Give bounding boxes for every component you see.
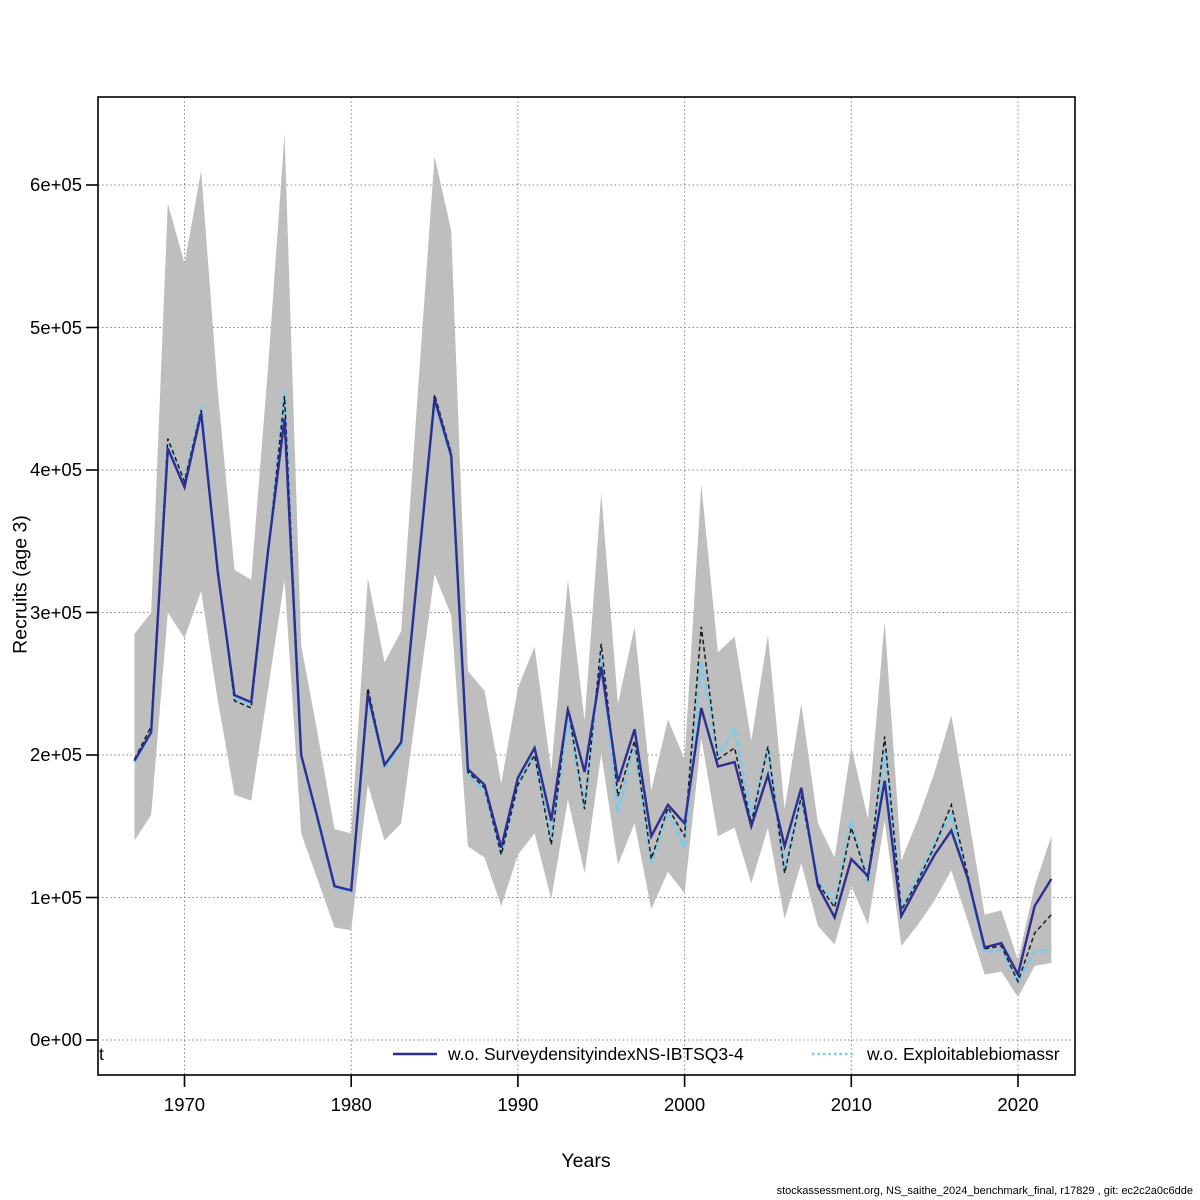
x-tick-label: 2010 (830, 1094, 872, 1115)
legend-entry-wo-surveydensityindex-label: w.o. SurveydensityindexNS-IBTSQ3-4 (448, 1044, 744, 1064)
y-tick-label: 1e+05 (30, 886, 82, 908)
y-tick-label: 4e+05 (30, 459, 82, 480)
y-tick-label: 6e+05 (30, 174, 82, 195)
y-tick-label: 0e+00 (30, 1029, 82, 1050)
legend-entry-clipped-label: t (99, 1044, 104, 1064)
x-axis-title: Years (561, 1150, 611, 1172)
series-line-wo-surveydensityindex (133, 398, 1053, 978)
legend-entry-wo-exploitablebiomass-label: w.o. Exploitablebiomassr (867, 1044, 1060, 1064)
x-tick-label: 1970 (163, 1094, 206, 1115)
y-tick-label: 2e+05 (30, 744, 82, 765)
x-tick-label: 1980 (330, 1094, 372, 1115)
y-axis-title: Recruits (age 3) (9, 515, 32, 654)
y-tick-label: 5e+05 (30, 316, 82, 338)
x-tick-label: 2000 (664, 1094, 706, 1115)
x-tick-label: 2020 (997, 1094, 1039, 1115)
stockassessment-footer-text: stockassessment.org, NS_saithe_2024_benc… (776, 1185, 1193, 1197)
x-tick-label: 1990 (497, 1094, 539, 1115)
y-tick-label: 3e+05 (30, 601, 82, 623)
plot-border (97, 96, 1076, 1076)
confidence-band (134, 133, 1052, 998)
